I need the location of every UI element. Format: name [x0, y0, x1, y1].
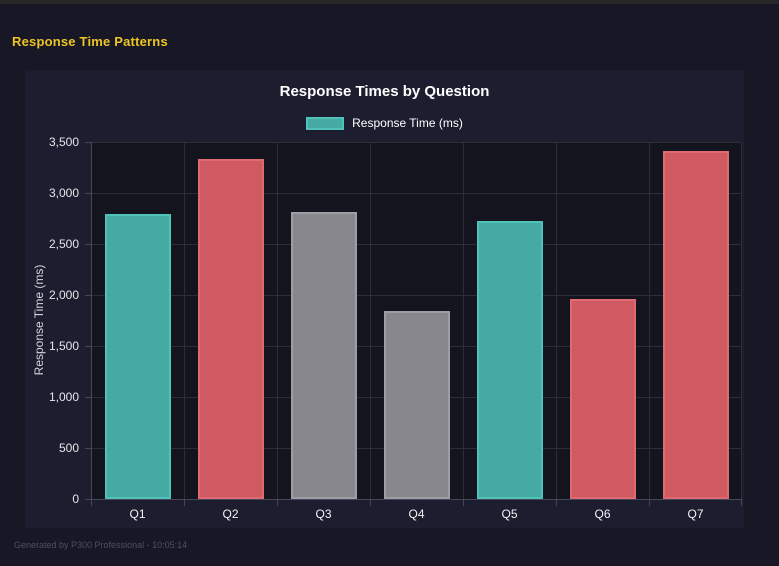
legend[interactable]: Response Time (ms): [25, 116, 744, 130]
y-axis-tick: [85, 498, 91, 500]
h-gridline: [91, 498, 742, 500]
x-tick-label-q2: Q2: [222, 507, 239, 521]
chart-panel: Response Times by Question Response Time…: [25, 70, 744, 528]
y-tick-label: 2,000: [48, 288, 79, 302]
v-gridline: [369, 142, 371, 499]
x-axis-tick: [183, 499, 185, 506]
y-axis-tick: [85, 447, 91, 449]
x-axis-tick: [369, 499, 371, 506]
v-gridline: [462, 142, 464, 499]
x-axis-tick: [648, 499, 650, 506]
legend-label: Response Time (ms): [352, 116, 463, 130]
bar-q1[interactable]: [104, 214, 171, 499]
y-axis-tick: [85, 192, 91, 194]
x-tick-label-q3: Q3: [315, 507, 332, 521]
x-tick-label-q4: Q4: [408, 507, 425, 521]
h-gridline: [91, 294, 742, 296]
v-gridline: [183, 142, 185, 499]
v-gridline: [90, 142, 92, 499]
y-tick-label: 3,000: [48, 186, 79, 200]
y-axis-tick: [85, 141, 91, 143]
x-axis-tick: [740, 499, 742, 506]
y-axis-labels: 0 500 1,000 1,500 2,000 2,500 3,000 3,500: [25, 135, 81, 506]
chart-title: Response Times by Question: [279, 83, 490, 100]
x-axis-tick: [555, 499, 557, 506]
bar-q7[interactable]: [662, 151, 729, 499]
plot-area: [85, 141, 742, 506]
x-tick-label-q5: Q5: [501, 507, 518, 521]
x-tick-label-q1: Q1: [129, 507, 146, 521]
legend-swatch: [306, 116, 345, 130]
y-axis-tick: [85, 345, 91, 347]
x-axis-tick: [462, 499, 464, 506]
v-gridline: [555, 142, 557, 499]
y-tick-label: 0: [72, 492, 79, 506]
bar-q5[interactable]: [476, 220, 543, 499]
x-tick-label-q6: Q6: [594, 507, 611, 521]
v-gridline: [740, 142, 742, 499]
y-axis-tick: [85, 294, 91, 296]
bar-q4[interactable]: [383, 311, 450, 499]
h-gridline: [91, 192, 742, 194]
bar-q2[interactable]: [197, 159, 264, 499]
h-gridline: [91, 243, 742, 245]
top-strip: [0, 0, 779, 4]
y-axis-tick: [85, 396, 91, 398]
y-axis-tick: [85, 243, 91, 245]
v-gridline: [276, 142, 278, 499]
x-axis-labels: Q1 Q2 Q3 Q4 Q5 Q6 Q7: [91, 507, 742, 523]
bar-q6[interactable]: [569, 299, 636, 499]
page-title: Response Time Patterns: [12, 34, 168, 49]
y-tick-label: 500: [58, 441, 79, 455]
footer-text: Generated by P300 Professional - 10:05:1…: [14, 540, 188, 550]
bar-q3[interactable]: [290, 212, 357, 499]
x-axis-tick: [90, 499, 92, 506]
h-gridline: [91, 141, 742, 143]
y-tick-label: 2,500: [48, 237, 79, 251]
y-tick-label: 1,500: [48, 339, 79, 353]
v-gridline: [648, 142, 650, 499]
y-tick-label: 1,000: [48, 390, 79, 404]
x-tick-label-q7: Q7: [687, 507, 704, 521]
x-axis-tick: [276, 499, 278, 506]
y-tick-label: 3,500: [48, 135, 79, 149]
